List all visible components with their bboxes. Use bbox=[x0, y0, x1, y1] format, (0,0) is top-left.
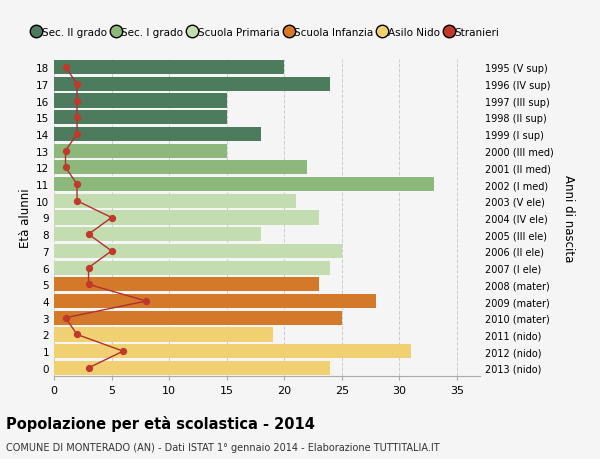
Point bbox=[118, 348, 128, 355]
Point bbox=[61, 314, 70, 322]
Bar bbox=[54, 244, 342, 258]
Bar bbox=[54, 311, 342, 325]
Bar bbox=[54, 211, 319, 225]
Y-axis label: Anni di nascita: Anni di nascita bbox=[562, 174, 575, 262]
Point bbox=[142, 298, 151, 305]
Bar bbox=[54, 94, 227, 108]
Bar bbox=[54, 344, 411, 358]
Bar bbox=[54, 78, 331, 92]
Point bbox=[72, 181, 82, 188]
Text: Popolazione per età scolastica - 2014: Popolazione per età scolastica - 2014 bbox=[6, 415, 315, 431]
Bar bbox=[54, 128, 261, 142]
Bar bbox=[54, 111, 227, 125]
Point bbox=[84, 231, 94, 238]
Text: COMUNE DI MONTERADO (AN) - Dati ISTAT 1° gennaio 2014 - Elaborazione TUTTITALIA.: COMUNE DI MONTERADO (AN) - Dati ISTAT 1°… bbox=[6, 442, 440, 452]
Point bbox=[61, 64, 70, 72]
Point bbox=[72, 81, 82, 88]
Point bbox=[61, 148, 70, 155]
Point bbox=[84, 364, 94, 372]
Bar bbox=[54, 194, 296, 208]
Legend: Sec. II grado, Sec. I grado, Scuola Primaria, Scuola Infanzia, Asilo Nido, Stran: Sec. II grado, Sec. I grado, Scuola Prim… bbox=[29, 24, 504, 42]
Bar bbox=[54, 178, 434, 192]
Bar bbox=[54, 261, 331, 275]
Point bbox=[84, 264, 94, 272]
Y-axis label: Età alunni: Età alunni bbox=[19, 188, 32, 248]
Bar bbox=[54, 328, 273, 342]
Point bbox=[107, 248, 116, 255]
Point bbox=[61, 164, 70, 172]
Point bbox=[84, 281, 94, 288]
Bar bbox=[54, 161, 307, 175]
Bar bbox=[54, 144, 227, 158]
Bar bbox=[54, 228, 261, 242]
Bar bbox=[54, 61, 284, 75]
Point bbox=[107, 214, 116, 222]
Point bbox=[72, 131, 82, 138]
Bar bbox=[54, 278, 319, 292]
Point bbox=[72, 114, 82, 122]
Point bbox=[72, 98, 82, 105]
Bar bbox=[54, 361, 331, 375]
Bar bbox=[54, 294, 376, 308]
Point bbox=[72, 331, 82, 338]
Point bbox=[72, 198, 82, 205]
